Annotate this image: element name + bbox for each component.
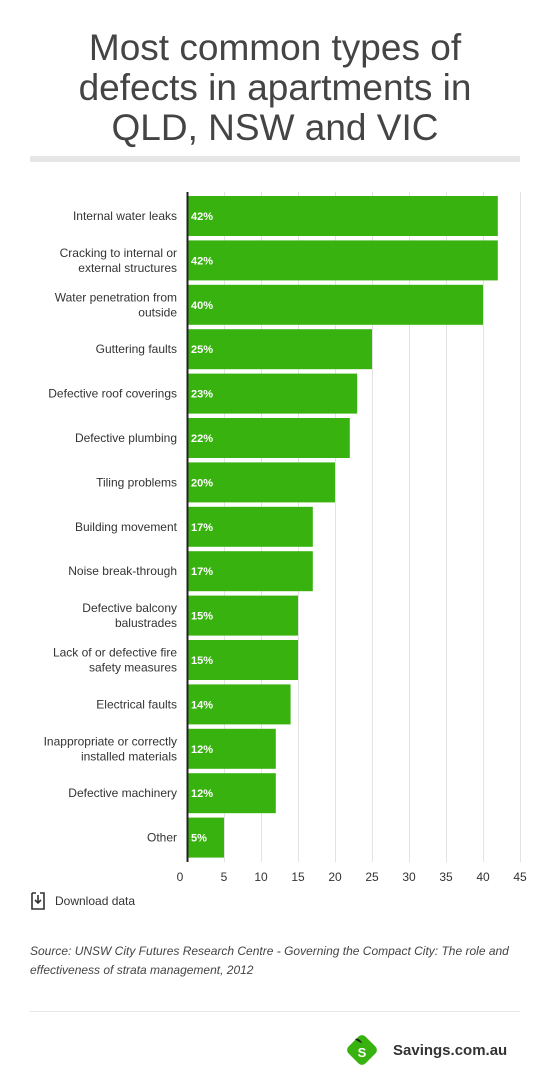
category-label: external structures — [78, 261, 177, 275]
bar — [187, 817, 224, 858]
bar-value-label: 17% — [191, 566, 213, 578]
bar-value-label: 25% — [191, 344, 213, 356]
bar — [187, 240, 498, 281]
bar — [187, 418, 350, 458]
x-tick-label: 10 — [254, 870, 268, 884]
category-label: balustrades — [115, 616, 177, 630]
title-line-1: Most common types of — [88, 27, 462, 68]
category-label: Defective balcony — [82, 601, 177, 615]
category-label: Cracking to internal or — [60, 246, 177, 260]
bar-value-label: 22% — [191, 433, 213, 445]
download-data-button[interactable]: Download data — [30, 892, 135, 910]
bar-value-label: 40% — [191, 300, 213, 312]
bar-value-label: 17% — [191, 522, 213, 534]
x-tick-label: 15 — [291, 870, 305, 884]
bar-value-label: 12% — [191, 744, 213, 756]
bar-value-label: 5% — [191, 833, 207, 845]
category-label: Internal water leaks — [73, 209, 177, 223]
download-icon — [31, 892, 45, 910]
category-label: Water penetration from — [55, 290, 177, 304]
category-label: Defective machinery — [68, 786, 177, 800]
category-label: Defective plumbing — [75, 431, 177, 445]
category-label: Tiling problems — [96, 475, 177, 489]
category-label: Inappropriate or correctly — [44, 734, 177, 748]
bar-value-label: 15% — [191, 655, 213, 667]
bar-value-label: 23% — [191, 389, 213, 401]
bar — [187, 640, 298, 680]
footer-divider — [30, 1011, 520, 1012]
x-tick-label: 20 — [328, 870, 342, 884]
category-label: safety measures — [89, 661, 177, 675]
title-divider — [30, 156, 520, 162]
x-tick-label: 45 — [513, 870, 527, 884]
chart-title: Most common types of defects in apartmen… — [30, 28, 520, 148]
category-label: Building movement — [75, 520, 178, 534]
x-tick-label: 30 — [402, 870, 416, 884]
savings-logo-icon: S — [347, 1035, 377, 1065]
category-label: Electrical faults — [96, 697, 177, 711]
bar — [187, 462, 335, 503]
bar-value-label: 14% — [191, 699, 213, 711]
bar-value-label: 42% — [191, 211, 213, 223]
x-tick-label: 25 — [365, 870, 379, 884]
bar-value-label: 12% — [191, 788, 213, 800]
bar — [187, 551, 313, 592]
category-label: Defective roof coverings — [48, 387, 177, 401]
bar-value-label: 42% — [191, 255, 213, 267]
bar-value-label: 15% — [191, 611, 213, 623]
title-line-2: defects in apartments in — [78, 67, 472, 108]
bar — [187, 373, 358, 414]
category-label: Guttering faults — [96, 342, 177, 356]
bar — [187, 728, 276, 769]
bar — [187, 329, 372, 370]
x-tick-label: 35 — [439, 870, 453, 884]
bar — [187, 196, 498, 236]
category-label: Noise break-through — [68, 564, 177, 578]
bar — [187, 773, 276, 814]
download-label: Download data — [55, 894, 136, 908]
bar-chart: 42% Internal water leaks 42% Cracking to in… — [44, 192, 527, 884]
x-tick-label: 40 — [476, 870, 490, 884]
category-label: Lack of or defective fire — [53, 646, 177, 660]
bar-value-label: 20% — [191, 477, 213, 489]
source-note: Source: UNSW City Futures Research Centr… — [30, 944, 509, 977]
category-label: outside — [138, 305, 177, 319]
brand-name: Savings.com.au — [393, 1041, 508, 1059]
x-tick-label: 0 — [177, 870, 184, 884]
logo-letter: S — [358, 1045, 367, 1060]
category-label: Other — [147, 831, 177, 845]
bar — [187, 684, 291, 725]
brand[interactable]: S Savings.com.au — [342, 1030, 507, 1070]
bar — [187, 595, 298, 636]
category-label: installed materials — [81, 749, 177, 763]
bar — [187, 284, 483, 325]
bar — [187, 506, 313, 547]
x-tick-label: 5 — [221, 870, 228, 884]
title-line-3: QLD, NSW and VIC — [111, 107, 439, 148]
